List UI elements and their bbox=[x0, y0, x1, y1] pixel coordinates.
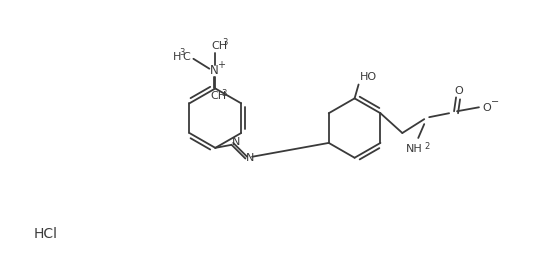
Text: CH: CH bbox=[211, 41, 228, 51]
Text: O: O bbox=[482, 103, 491, 113]
Text: 3: 3 bbox=[180, 48, 185, 57]
Text: −: − bbox=[491, 97, 499, 107]
Text: N: N bbox=[232, 137, 240, 147]
Text: N: N bbox=[210, 64, 219, 77]
Text: N: N bbox=[246, 153, 254, 163]
Text: HCl: HCl bbox=[33, 227, 57, 241]
Text: 3: 3 bbox=[222, 89, 227, 98]
Text: 2: 2 bbox=[425, 142, 430, 151]
Text: H: H bbox=[173, 52, 182, 62]
Text: NH: NH bbox=[406, 144, 422, 154]
Text: HO: HO bbox=[360, 72, 377, 82]
Text: C: C bbox=[183, 52, 190, 62]
Text: CH: CH bbox=[210, 91, 227, 101]
Text: 3: 3 bbox=[223, 38, 228, 47]
Text: O: O bbox=[455, 86, 464, 97]
Text: +: + bbox=[217, 60, 225, 70]
